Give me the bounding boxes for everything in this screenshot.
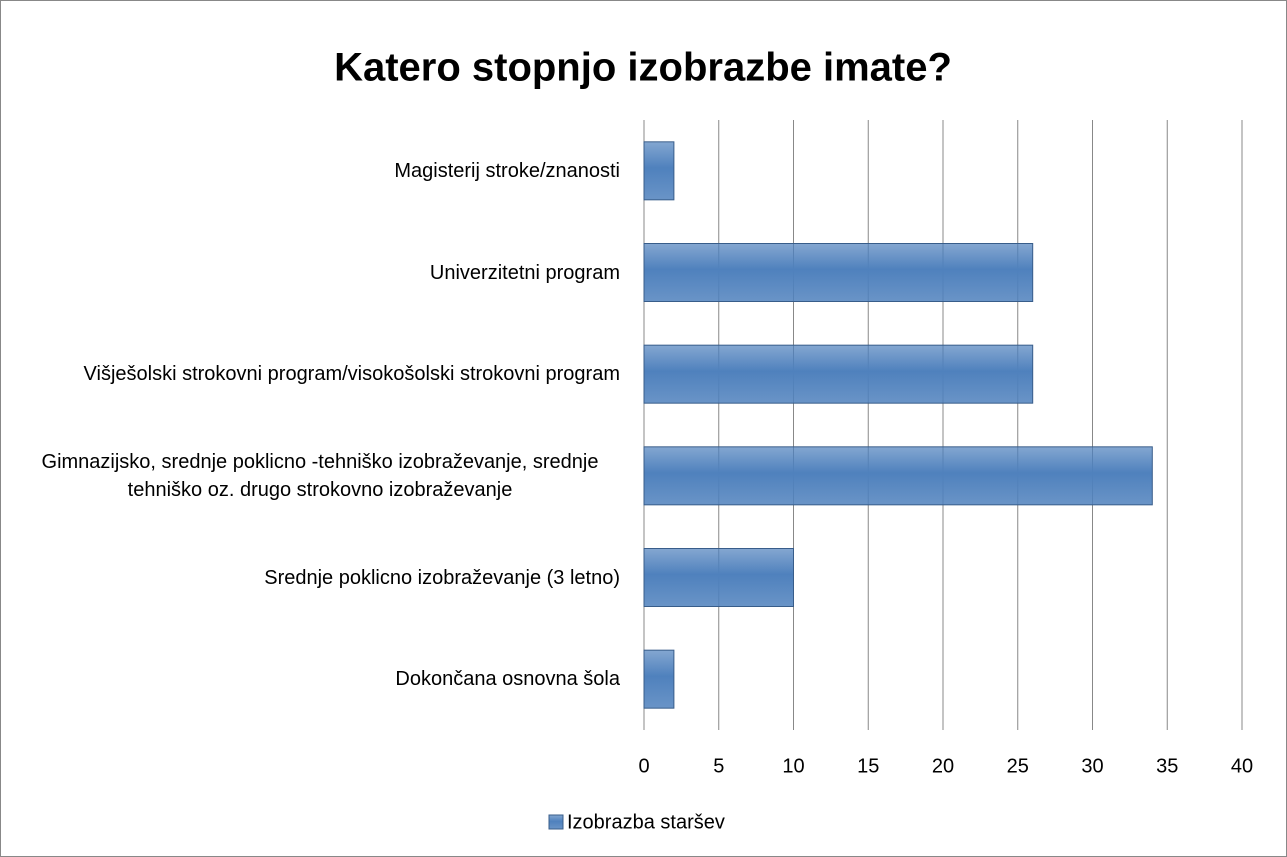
legend-label: Izobrazba staršev — [567, 811, 725, 833]
x-tick-label: 15 — [857, 755, 879, 777]
y-tick-label: Gimnazijsko, srednje poklicno -tehniško … — [41, 450, 599, 501]
x-tick-label: 10 — [782, 755, 804, 777]
y-tick-label: Magisterij stroke/znanosti — [394, 159, 620, 182]
y-tick-label: Dokončana osnovna šola — [395, 668, 620, 691]
bar — [643, 344, 1034, 404]
y-tick-label: Univerzitetni program — [429, 261, 620, 284]
x-tick-label: 25 — [1007, 755, 1029, 777]
bar — [643, 141, 675, 201]
chart-title: Katero stopnjo izobrazbe imate? — [334, 46, 952, 90]
legend-swatch — [548, 814, 564, 830]
category-label-box: Srednje poklicno izobraževanje (3 letno) — [20, 538, 620, 618]
x-tick-label: 20 — [932, 755, 954, 777]
y-tick-label: Višješolski strokovni program/visokošols… — [83, 363, 620, 386]
category-label-box: Magisterij stroke/znanosti — [20, 131, 620, 211]
x-tick-label: 0 — [638, 755, 649, 777]
x-tick-label: 5 — [713, 755, 724, 777]
bar — [643, 649, 675, 709]
x-tick-label: 40 — [1231, 755, 1253, 777]
x-tick-label: 35 — [1156, 755, 1178, 777]
bar — [643, 243, 1034, 302]
bar — [643, 548, 794, 607]
x-tick-label: 30 — [1081, 755, 1103, 777]
category-label-box: Gimnazijsko, srednje poklicno -tehniško … — [20, 436, 620, 516]
category-label-box: Univerzitetni program — [20, 233, 620, 313]
y-tick-label: Srednje poklicno izobraževanje (3 letno) — [264, 566, 620, 589]
bar — [643, 446, 1153, 506]
category-label-box: Dokončana osnovna šola — [20, 639, 620, 719]
category-label-box: Višješolski strokovni program/visokošols… — [20, 334, 620, 414]
